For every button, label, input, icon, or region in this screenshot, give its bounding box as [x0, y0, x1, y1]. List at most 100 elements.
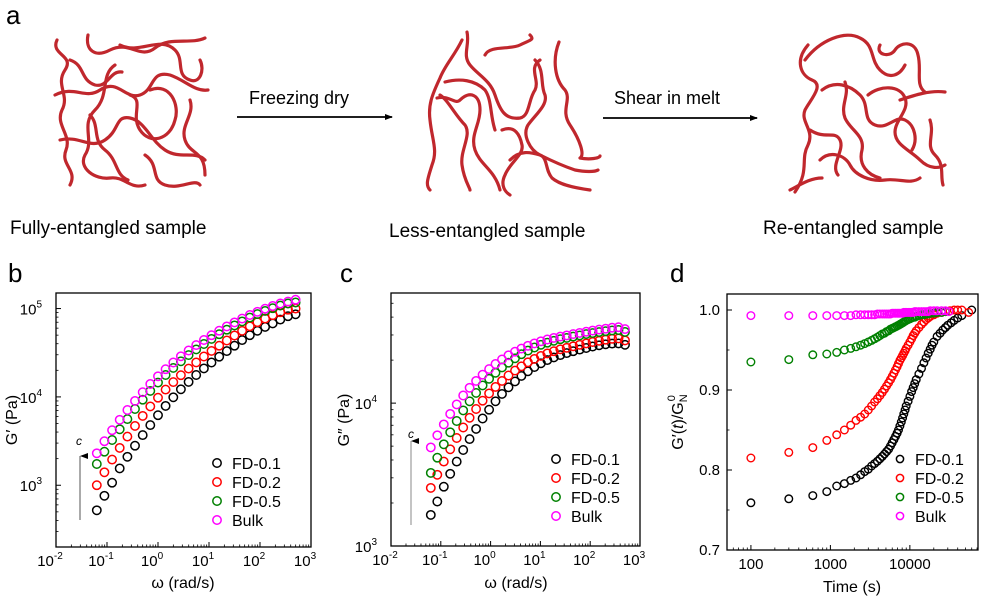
data-point-fd-0-1: [503, 382, 514, 393]
data-point-bulk: [529, 338, 540, 349]
data-point-fd-0-1: [477, 413, 488, 424]
data-point-fd-0-1: [497, 388, 507, 399]
data-point-bulk: [863, 310, 873, 320]
panel-c-letter: c: [340, 258, 353, 288]
data-point-fd-0-2: [846, 420, 856, 430]
data-point-fd-0-2: [432, 469, 443, 480]
data-point-fd-0-2: [91, 480, 102, 491]
data-point-fd-0-1: [191, 370, 202, 380]
data-point-fd-0-5: [91, 459, 102, 469]
data-point-bulk: [168, 357, 179, 368]
data-point-fd-0-2: [542, 348, 553, 359]
data-point-fd-0-1: [832, 481, 842, 491]
data-point-fd-0-1: [510, 376, 520, 387]
data-point-fd-0-1: [490, 396, 501, 407]
data-point-fd-0-5: [451, 416, 462, 426]
data-point-bulk: [145, 379, 156, 389]
data-point-fd-0-1: [458, 445, 469, 455]
data-point-fd-0-5: [477, 380, 488, 391]
panel-a-letter: a: [6, 0, 21, 30]
y-tick-label: 0.8: [699, 462, 720, 479]
legend-marker-fd-0-1: [551, 454, 561, 464]
data-point-bulk: [137, 387, 148, 398]
data-point-fd-0-1: [894, 425, 904, 435]
data-point-fd-0-2: [574, 339, 585, 350]
data-point-fd-0-5: [846, 343, 856, 353]
legend-marker-fd-0-5: [212, 496, 222, 506]
data-point-bulk: [555, 331, 566, 342]
data-point-bulk: [290, 294, 301, 305]
data-point-fd-0-1: [114, 463, 125, 474]
legend-marker-fd-0-1: [895, 454, 905, 464]
data-point-bulk: [932, 306, 942, 316]
data-point-bulk: [587, 325, 598, 336]
panel-c-concentration-label: c: [408, 427, 414, 441]
data-point-fd-0-2: [832, 430, 842, 440]
data-point-bulk: [451, 399, 462, 410]
data-point-fd-0-1: [898, 413, 908, 423]
data-point-fd-0-2: [175, 370, 186, 381]
data-point-fd-0-1: [875, 454, 885, 464]
panel-d-y-title-sup: 0: [666, 395, 678, 401]
panel-b-letter: b: [8, 258, 22, 288]
data-point-fd-0-1: [438, 481, 449, 492]
data-point-bulk: [808, 311, 818, 321]
data-point-bulk: [130, 395, 140, 406]
y-tick-label: 105: [20, 300, 43, 319]
panel-d-legend: FD-0.1 FD-0.2 FD-0.5 Bulk: [895, 452, 964, 526]
sample-caption-less-entangled: Less-entangled sample: [389, 221, 585, 242]
data-point-fd-0-2: [497, 375, 507, 386]
data-point-bulk: [114, 414, 125, 425]
panel-d-plot-frame: [726, 293, 979, 551]
panel-d-axes: 100 1000 10000 0.7 0.8 0.9 1.0: [699, 302, 978, 573]
panel-b-data-points: [91, 294, 301, 516]
data-point-bulk: [91, 448, 102, 459]
data-point-bulk: [535, 336, 546, 347]
data-point-fd-0-5: [464, 396, 475, 407]
data-point-bulk: [832, 311, 842, 321]
data-point-fd-0-2: [953, 305, 963, 315]
data-point-fd-0-2: [145, 401, 156, 412]
data-point-fd-0-1: [921, 353, 931, 363]
data-point-bulk: [851, 310, 861, 320]
data-point-fd-0-2: [191, 357, 202, 368]
y-tick-label: 103: [355, 537, 378, 556]
panel-a: a Fully-entangled sample Freezing dry: [6, 0, 947, 242]
data-point-bulk: [746, 311, 756, 321]
data-point-fd-0-2: [503, 370, 514, 381]
data-point-bulk: [99, 436, 110, 447]
data-point-fd-0-2: [221, 335, 232, 346]
data-point-fd-0-2: [445, 444, 456, 455]
legend-label: FD-0.2: [915, 471, 964, 488]
data-point-fd-0-2: [137, 410, 148, 421]
data-point-fd-0-1: [229, 340, 240, 351]
data-point-fd-0-5: [613, 325, 624, 335]
data-point-bulk: [581, 326, 592, 337]
panel-b-y-axis-title: G′ (Pa): [4, 395, 21, 445]
data-point-fd-0-2: [153, 392, 163, 403]
panel-c-plot-frame: [390, 292, 641, 547]
data-point-fd-0-1: [872, 456, 882, 466]
data-point-fd-0-2: [130, 420, 140, 431]
data-point-fd-0-2: [490, 381, 501, 392]
y-tick-label: 0.7: [699, 542, 720, 559]
x-tick-label: 102: [573, 550, 596, 569]
data-point-bulk: [471, 375, 482, 386]
data-point-fd-0-1: [122, 451, 133, 462]
sample-caption-fully-entangled: Fully-entangled sample: [10, 218, 206, 239]
x-tick-label: 10000: [889, 556, 931, 573]
data-point-fd-0-2: [964, 307, 974, 317]
data-point-fd-0-5: [856, 340, 866, 350]
data-point-fd-0-2: [99, 467, 110, 478]
data-point-fd-0-1: [940, 323, 950, 333]
arrow-label-freezing-dry: Freezing dry: [249, 88, 349, 108]
data-point-fd-0-2: [839, 425, 849, 435]
data-point-fd-0-5: [832, 347, 842, 357]
data-point-fd-0-1: [168, 392, 179, 403]
data-point-bulk: [477, 369, 488, 380]
arrow-label-shear-in-melt: Shear in melt: [614, 88, 720, 108]
y-tick-label: 104: [20, 388, 43, 407]
panel-c-axes: 10-2 10-1 100 101 102 103 103 104: [355, 302, 646, 569]
legend-label: Bulk: [232, 513, 264, 530]
